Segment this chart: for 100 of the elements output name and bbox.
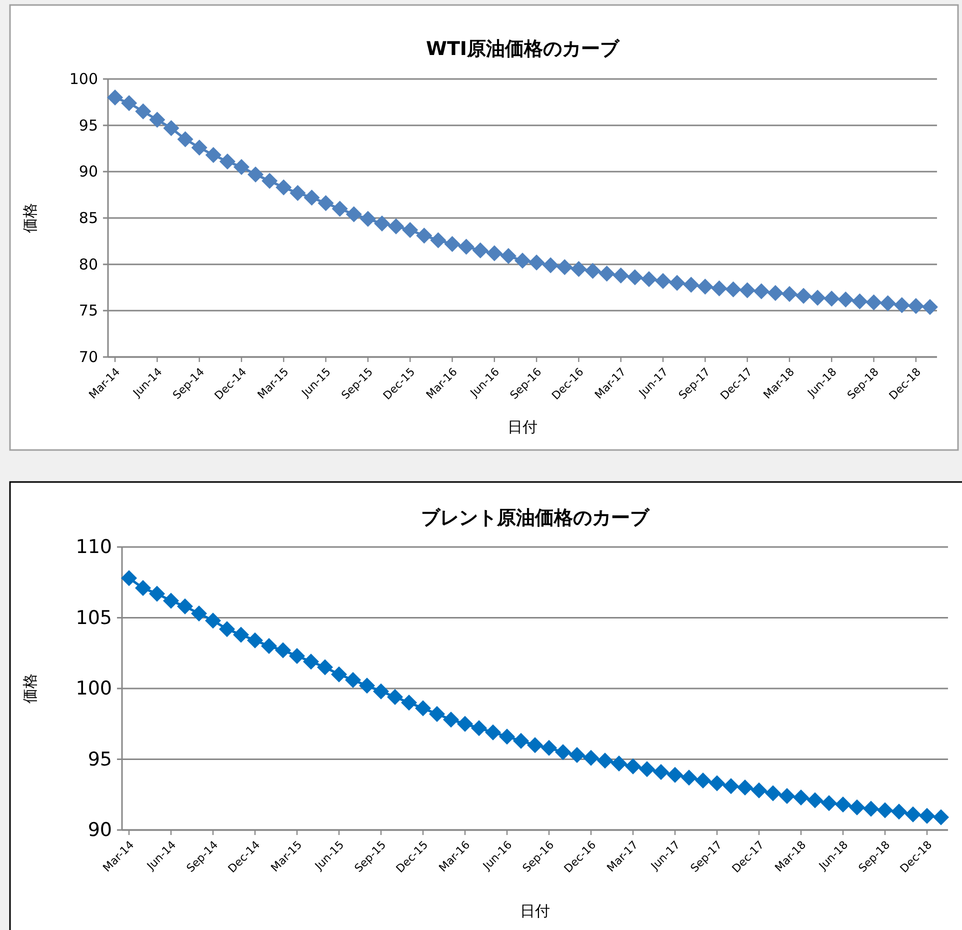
point [121,570,137,586]
point [402,222,418,238]
point [177,131,194,148]
point [205,146,222,163]
point [542,257,559,274]
point [612,267,629,284]
y-axis-title: 価格 [21,203,39,233]
point [838,292,854,308]
point [177,598,193,614]
chart-title: ブレント原油価格のカーブ [421,507,650,529]
y-tick-label: 95 [78,116,98,134]
point [416,228,432,244]
point [653,764,669,780]
point [514,252,530,269]
point [388,218,404,234]
point [598,266,615,282]
point [767,285,784,302]
point [401,694,417,711]
point [430,232,446,248]
point [866,294,882,310]
point [429,706,445,722]
point [205,612,221,629]
point [933,809,949,826]
point [332,200,348,217]
point [345,672,361,688]
point [681,770,697,786]
point [318,195,334,212]
point [894,297,910,314]
point [513,732,529,749]
point [625,758,641,774]
point [415,700,431,716]
x-axis-title: 日付 [520,902,550,920]
point [443,712,459,728]
point [262,172,278,189]
point [796,288,812,304]
point [191,606,207,622]
point [107,90,124,106]
point [541,740,557,756]
point [373,683,389,700]
point [922,298,938,315]
point [248,166,264,182]
point [584,262,601,279]
point [486,245,502,262]
y-tick-label: 105 [76,606,112,629]
point [824,290,840,307]
point [261,638,277,654]
point [191,140,208,156]
point [683,276,700,293]
point [849,799,865,816]
point [163,120,180,136]
point [570,260,587,277]
point [919,808,935,824]
point [852,293,868,310]
point [135,103,152,120]
point [908,298,924,314]
point [709,775,725,792]
point [781,286,798,302]
point [387,688,403,705]
point [346,206,362,222]
point [457,716,473,732]
point [695,772,711,788]
point [751,782,767,798]
point [765,785,781,802]
point [527,737,543,754]
point [499,728,515,745]
point [276,179,292,196]
point [289,648,305,664]
point [219,153,236,170]
point [528,254,545,270]
point [611,755,627,772]
y-tick-label: 100 [76,678,112,700]
y-tick-label: 70 [78,348,98,366]
y-tick-label: 80 [78,255,98,274]
point [739,282,756,298]
y-tick-label: 90 [88,819,112,841]
point [360,210,376,227]
y-tick-label: 110 [76,536,112,558]
point [359,678,375,694]
point [753,283,770,300]
point [149,112,166,128]
point [500,248,516,264]
point [233,626,249,643]
x-axis-title: 日付 [508,418,538,436]
point [555,744,571,760]
point [304,190,320,206]
point [569,747,585,764]
y-tick-label: 75 [78,302,98,320]
point [444,236,460,252]
point [626,269,643,286]
point [863,800,879,817]
point [121,95,138,112]
point [247,632,263,648]
point [640,271,657,288]
point [821,795,837,812]
point [163,592,179,609]
point [880,295,896,312]
point [219,621,235,638]
point [877,802,893,818]
point [472,242,488,258]
chart-title: WTI原油価格のカーブ [426,38,620,60]
